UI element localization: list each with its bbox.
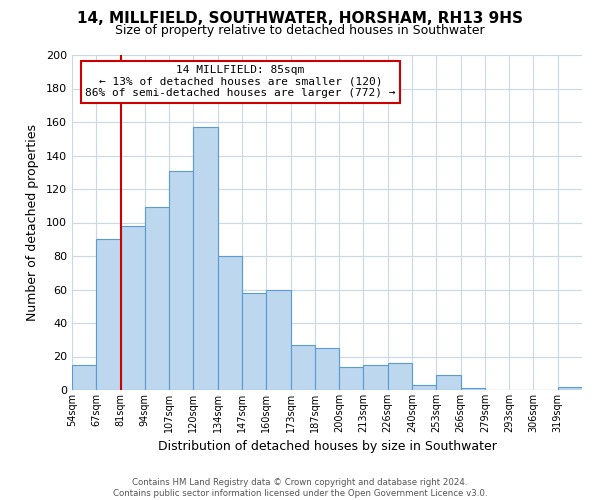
Bar: [412, 385, 436, 390]
Bar: [315, 348, 339, 390]
Bar: [169, 170, 193, 390]
Text: 14, MILLFIELD, SOUTHWATER, HORSHAM, RH13 9HS: 14, MILLFIELD, SOUTHWATER, HORSHAM, RH13…: [77, 11, 523, 26]
Text: 14 MILLFIELD: 85sqm
← 13% of detached houses are smaller (120)
86% of semi-detac: 14 MILLFIELD: 85sqm ← 13% of detached ho…: [85, 65, 395, 98]
Bar: [290, 345, 315, 390]
Text: Contains HM Land Registry data © Crown copyright and database right 2024.
Contai: Contains HM Land Registry data © Crown c…: [113, 478, 487, 498]
Bar: [339, 366, 364, 390]
Bar: [364, 365, 388, 390]
Bar: [218, 256, 242, 390]
Bar: [388, 363, 412, 390]
X-axis label: Distribution of detached houses by size in Southwater: Distribution of detached houses by size …: [158, 440, 496, 454]
Bar: [193, 127, 218, 390]
Bar: [121, 226, 145, 390]
Text: Size of property relative to detached houses in Southwater: Size of property relative to detached ho…: [115, 24, 485, 37]
Bar: [145, 208, 169, 390]
Bar: [558, 386, 582, 390]
Bar: [242, 293, 266, 390]
Bar: [461, 388, 485, 390]
Bar: [72, 365, 96, 390]
Bar: [436, 375, 461, 390]
Bar: [266, 290, 290, 390]
Bar: [96, 240, 121, 390]
Y-axis label: Number of detached properties: Number of detached properties: [26, 124, 39, 321]
